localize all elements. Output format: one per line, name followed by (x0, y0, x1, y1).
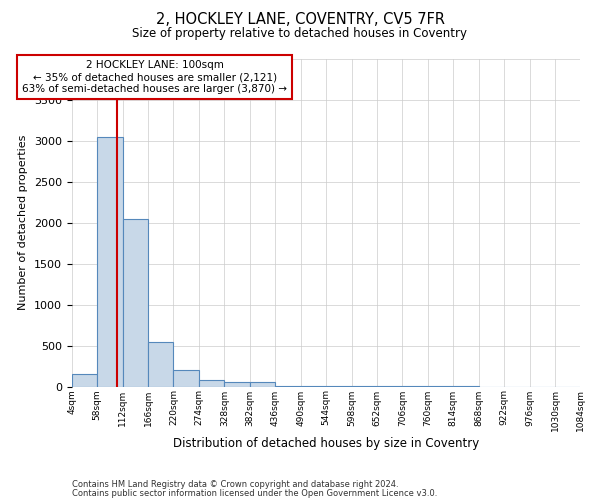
Bar (224, 382, 250, 386)
Bar (97, 137, 122, 386)
Text: 2 HOCKLEY LANE: 100sqm
← 35% of detached houses are smaller (2,121)
63% of semi-: 2 HOCKLEY LANE: 100sqm ← 35% of detached… (22, 60, 287, 94)
Bar (250, 382, 275, 386)
Text: Size of property relative to detached houses in Coventry: Size of property relative to detached ho… (133, 28, 467, 40)
Bar (122, 218, 148, 386)
Bar (148, 342, 173, 386)
Text: Contains public sector information licensed under the Open Government Licence v3: Contains public sector information licen… (72, 488, 437, 498)
Bar (199, 380, 224, 386)
Bar (173, 370, 199, 386)
Y-axis label: Number of detached properties: Number of detached properties (19, 135, 28, 310)
X-axis label: Distribution of detached houses by size in Coventry: Distribution of detached houses by size … (173, 437, 479, 450)
Text: 2, HOCKLEY LANE, COVENTRY, CV5 7FR: 2, HOCKLEY LANE, COVENTRY, CV5 7FR (155, 12, 445, 28)
Text: Contains HM Land Registry data © Crown copyright and database right 2024.: Contains HM Land Registry data © Crown c… (72, 480, 398, 489)
Bar (72, 374, 97, 386)
